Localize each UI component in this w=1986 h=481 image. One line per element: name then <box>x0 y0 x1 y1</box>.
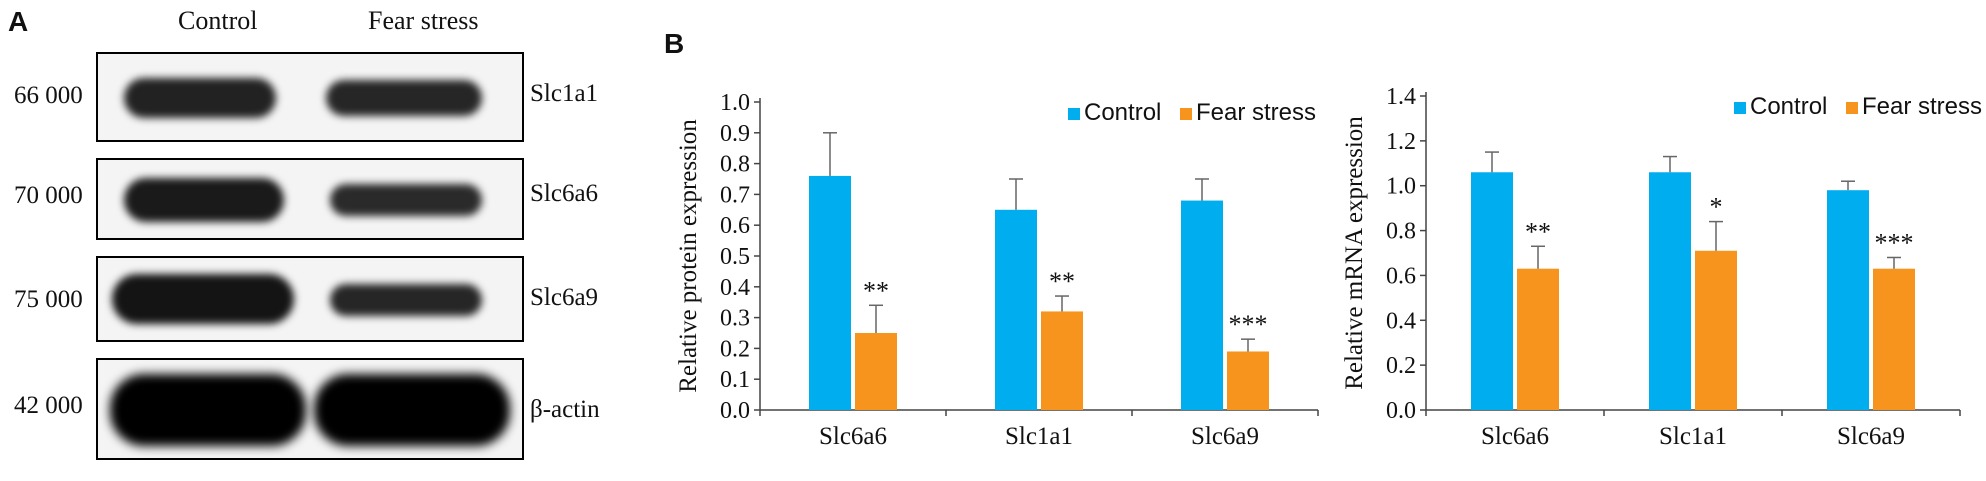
y-tick-label: 0.6 <box>1386 263 1416 289</box>
y-tick-label: 1.0 <box>720 90 750 116</box>
fear-stress-bar <box>1517 268 1559 410</box>
control-bar <box>1827 190 1869 410</box>
blot-mw-label: 66 000 <box>14 82 83 109</box>
y-tick-label: 1.4 <box>1386 84 1416 110</box>
blot-mw-label: 70 000 <box>14 182 83 209</box>
blot-mw-label: 75 000 <box>14 286 83 313</box>
blot-image <box>96 158 524 240</box>
legend-swatch-control <box>1734 102 1746 114</box>
blot-header-control: Control <box>178 6 258 35</box>
control-bar <box>809 175 851 410</box>
x-tick-label: Slc6a9 <box>1837 423 1905 450</box>
y-tick-label: 0.4 <box>1386 308 1416 334</box>
y-tick-label: 0.0 <box>1386 398 1416 424</box>
significance-marker: ** <box>1049 267 1075 296</box>
legend-swatch-fear-stress <box>1846 102 1858 114</box>
significance-marker: * <box>1710 193 1723 222</box>
blot-protein-label: Slc6a9 <box>530 284 599 311</box>
legend-label: Control <box>1750 93 1827 120</box>
control-bar <box>1649 172 1691 410</box>
control-bar <box>995 209 1037 410</box>
y-axis-label: Relative protein expression <box>675 119 702 393</box>
fear-stress-bar <box>855 333 897 410</box>
fear-stress-bar <box>1227 351 1269 410</box>
y-tick-label: 0.2 <box>1386 353 1416 379</box>
blot-protein-label: Slc1a1 <box>530 80 599 107</box>
legend-label: Control <box>1084 99 1161 126</box>
y-tick-label: 0.9 <box>720 121 750 147</box>
fear-stress-bar <box>1873 268 1915 410</box>
x-tick-label: Slc1a1 <box>1659 423 1727 450</box>
y-tick-label: 0.8 <box>720 152 750 178</box>
legend-swatch-control <box>1068 108 1080 120</box>
y-tick-label: 0.4 <box>720 275 750 301</box>
y-tick-label: 0.7 <box>720 182 750 208</box>
y-tick-label: 0.6 <box>720 213 750 239</box>
y-tick-label: 0.5 <box>720 244 750 270</box>
legend-label: Fear stress <box>1196 99 1316 126</box>
x-tick-label: Slc1a1 <box>1005 423 1073 450</box>
significance-marker: *** <box>1875 228 1914 257</box>
control-bar <box>1181 200 1223 410</box>
significance-marker: *** <box>1229 310 1268 339</box>
y-tick-label: 0.3 <box>720 306 750 332</box>
protein-expression-chart: 0.0 0.1 0.2 0.3 0.4 0.5 0.6 0.7 0.8 0.9 1.0 Relativ… <box>675 90 1319 450</box>
y-tick-label: 1.0 <box>1386 174 1416 200</box>
control-bar <box>1471 172 1513 410</box>
y-axis-label: Relative mRNA expression <box>1341 116 1368 390</box>
significance-marker: ** <box>1525 217 1551 246</box>
significance-marker: ** <box>863 276 889 305</box>
fear-stress-bar <box>1695 250 1737 410</box>
x-tick-label: Slc6a6 <box>1481 423 1549 450</box>
y-tick-label: 0.1 <box>720 367 750 393</box>
legend-label: Fear stress <box>1862 93 1982 120</box>
blot-protein-label: β-actin <box>530 396 600 423</box>
blot-image <box>96 52 524 142</box>
y-tick-label: 1.2 <box>1386 129 1416 155</box>
fear-stress-bar <box>1041 311 1083 410</box>
blot-header-fear-stress: Fear stress <box>368 6 479 35</box>
panel-a-label: A <box>8 6 29 37</box>
blot-protein-label: Slc6a6 <box>530 180 599 207</box>
legend-swatch-fear-stress <box>1180 108 1192 120</box>
y-tick-label: 0.2 <box>720 336 750 362</box>
blot-mw-label: 42 000 <box>14 392 83 419</box>
panel-b-label: B <box>664 28 685 59</box>
x-tick-label: Slc6a9 <box>1191 423 1259 450</box>
y-tick-label: 0.0 <box>720 398 750 424</box>
y-tick-label: 0.8 <box>1386 219 1416 245</box>
mrna-expression-chart: 0.0 0.2 0.4 0.6 0.8 1.0 1.2 1.4 Relative mRNA ex… <box>1341 84 1982 450</box>
blot-image <box>96 358 524 460</box>
blot-image <box>96 256 524 342</box>
x-tick-label: Slc6a6 <box>819 423 887 450</box>
